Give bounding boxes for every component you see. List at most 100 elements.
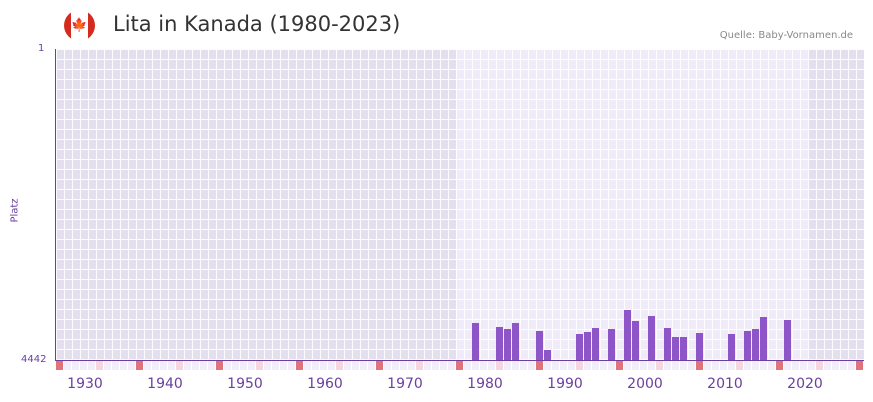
year-marker <box>768 361 775 370</box>
x-tick-label: 1950 <box>227 376 263 392</box>
year-marker <box>128 361 135 370</box>
year-marker <box>832 361 839 370</box>
grid <box>56 49 864 360</box>
year-marker <box>256 361 263 370</box>
year-marker <box>544 361 551 370</box>
bar-2012[interactable] <box>728 333 735 360</box>
bar-2016[interactable] <box>760 317 767 360</box>
bar-1988[interactable] <box>536 330 543 360</box>
bar-1983[interactable] <box>496 326 503 360</box>
bar-1993[interactable] <box>576 333 583 360</box>
year-marker <box>144 361 151 370</box>
bar-1997[interactable] <box>608 329 615 360</box>
year-marker <box>344 361 351 370</box>
year-marker <box>400 361 407 370</box>
year-marker <box>384 361 391 370</box>
year-marker <box>216 361 223 370</box>
y-axis <box>55 49 56 361</box>
year-marker <box>288 361 295 370</box>
year-marker <box>776 361 783 370</box>
x-axis <box>55 360 864 361</box>
year-marker <box>80 361 87 370</box>
year-marker <box>264 361 271 370</box>
plot-area <box>56 49 864 360</box>
bar-1999[interactable] <box>624 310 631 360</box>
year-marker <box>296 361 303 370</box>
year-marker <box>152 361 159 370</box>
year-marker <box>136 361 143 370</box>
y-tick-bottom: 4442 <box>21 354 47 365</box>
bar-2004[interactable] <box>664 327 671 360</box>
year-marker <box>96 361 103 370</box>
year-marker <box>576 361 583 370</box>
bar-2014[interactable] <box>744 330 751 360</box>
year-marker <box>464 361 471 370</box>
source-link[interactable]: Quelle: Baby-Vornamen.de <box>719 30 853 41</box>
year-marker <box>536 361 543 370</box>
year-marker <box>192 361 199 370</box>
y-axis-title: Platz <box>9 198 21 223</box>
bar-2000[interactable] <box>632 320 639 360</box>
year-marker <box>816 361 823 370</box>
year-marker <box>616 361 623 370</box>
year-marker <box>504 361 511 370</box>
year-marker <box>720 361 727 370</box>
year-marker <box>640 361 647 370</box>
bar-2002[interactable] <box>648 316 655 360</box>
year-marker <box>72 361 79 370</box>
year-marker <box>824 361 831 370</box>
bar-1980[interactable] <box>472 323 479 360</box>
bar-1994[interactable] <box>584 332 591 360</box>
year-marker <box>232 361 239 370</box>
year-marker <box>200 361 207 370</box>
bar-2008[interactable] <box>696 332 703 360</box>
bar-2005[interactable] <box>672 336 679 360</box>
year-marker <box>680 361 687 370</box>
year-marker <box>600 361 607 370</box>
year-marker <box>240 361 247 370</box>
year-marker <box>448 361 455 370</box>
bar-2006[interactable] <box>680 336 687 360</box>
year-marker <box>568 361 575 370</box>
year-marker <box>472 361 479 370</box>
year-marker <box>672 361 679 370</box>
x-tick-label: 2010 <box>707 376 743 392</box>
year-marker <box>608 361 615 370</box>
year-marker <box>272 361 279 370</box>
year-marker <box>656 361 663 370</box>
bar-1989[interactable] <box>544 350 551 360</box>
year-marker <box>432 361 439 370</box>
y-tick-top: 1 <box>38 43 45 54</box>
year-marker <box>648 361 655 370</box>
year-marker <box>736 361 743 370</box>
x-tick-label: 2020 <box>787 376 823 392</box>
year-marker <box>112 361 119 370</box>
year-marker <box>480 361 487 370</box>
year-marker <box>336 361 343 370</box>
year-marker <box>248 361 255 370</box>
year-marker <box>744 361 751 370</box>
bar-1995[interactable] <box>592 327 599 360</box>
bar-1985[interactable] <box>512 323 519 360</box>
year-marker <box>792 361 799 370</box>
year-marker <box>160 361 167 370</box>
year-marker <box>416 361 423 370</box>
year-marker <box>696 361 703 370</box>
year-marker <box>392 361 399 370</box>
year-marker <box>320 361 327 370</box>
bar-2015[interactable] <box>752 329 759 360</box>
bar-2019[interactable] <box>784 320 791 360</box>
year-marker <box>688 361 695 370</box>
year-marker <box>560 361 567 370</box>
year-marker <box>208 361 215 370</box>
year-marker <box>664 361 671 370</box>
year-marker <box>800 361 807 370</box>
year-marker <box>368 361 375 370</box>
year-marker <box>408 361 415 370</box>
year-marker <box>440 361 447 370</box>
year-marker <box>328 361 335 370</box>
bar-1984[interactable] <box>504 329 511 360</box>
year-marker <box>304 361 311 370</box>
year-marker <box>624 361 631 370</box>
year-marker <box>224 361 231 370</box>
